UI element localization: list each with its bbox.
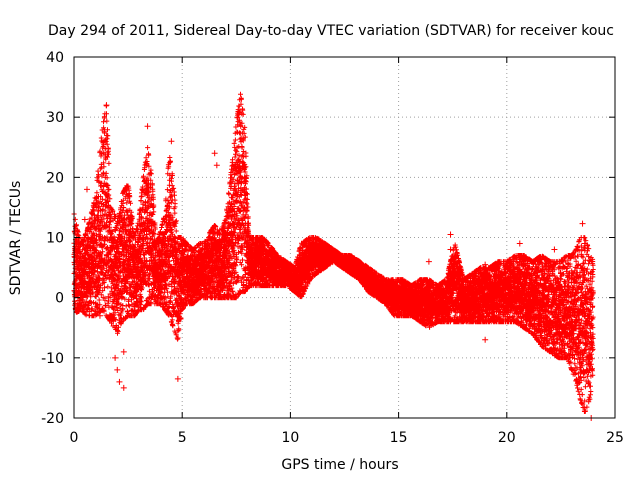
data-point	[101, 180, 108, 187]
y-axis-title: SDTVAR / TECUs	[8, 181, 24, 296]
x-tick-label: 0	[70, 430, 79, 446]
data-point	[144, 123, 151, 130]
data-point	[551, 246, 558, 253]
chart-title: Day 294 of 2011, Sidereal Day-to-day VTE…	[48, 23, 614, 39]
data-point	[114, 366, 121, 373]
y-tick-label: 20	[46, 170, 64, 186]
y-tick-label: 40	[46, 50, 64, 66]
data-point	[120, 384, 127, 391]
data-point	[482, 336, 489, 343]
data-point	[447, 231, 454, 238]
data-point	[581, 240, 588, 247]
data-point	[96, 312, 103, 319]
x-tick-label: 20	[498, 430, 516, 446]
data-point	[296, 282, 303, 289]
data-point	[211, 150, 218, 157]
grid-lines	[74, 57, 615, 418]
y-tick-labels: -20 -10 0 10 20 30 40	[41, 50, 64, 427]
data-cloud	[71, 91, 596, 414]
data-point	[81, 216, 88, 223]
data-point	[168, 138, 175, 145]
data-point	[293, 258, 300, 265]
data-point	[482, 261, 489, 268]
data-point	[516, 240, 523, 247]
data-point	[83, 186, 90, 193]
x-tick-label: 5	[178, 430, 187, 446]
x-tick-label: 15	[390, 430, 408, 446]
data-point	[425, 258, 432, 265]
y-tick-label: 0	[55, 291, 64, 307]
data-points	[71, 91, 596, 421]
axis-ticks	[73, 56, 616, 419]
plot-frame	[73, 56, 616, 419]
data-point	[213, 162, 220, 169]
x-tick-label: 25	[606, 430, 624, 446]
data-point	[447, 246, 454, 253]
y-tick-label: 10	[46, 231, 64, 247]
data-point	[112, 354, 119, 361]
data-point	[579, 220, 586, 227]
data-point	[174, 375, 181, 382]
y-tick-label: 30	[46, 110, 64, 126]
x-tick-labels: 0 5 10 15 20 25	[70, 430, 624, 446]
x-axis-title: GPS time / hours	[281, 457, 398, 473]
data-point	[120, 348, 127, 355]
data-point	[86, 228, 93, 235]
y-tick-label: -20	[41, 411, 64, 427]
x-tick-label: 10	[281, 430, 299, 446]
data-point	[116, 378, 123, 385]
y-tick-label: -10	[41, 351, 64, 367]
data-point	[103, 102, 110, 109]
